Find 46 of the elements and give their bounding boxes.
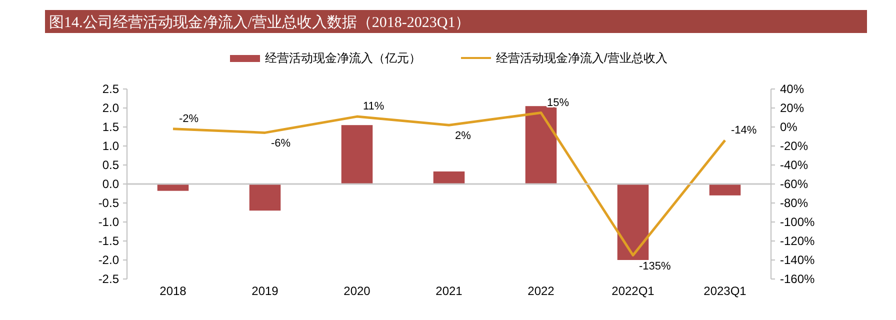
data-label: 11% [363, 100, 384, 113]
y2-tick-label: -60% [780, 177, 808, 191]
x-tick-label: 2018 [160, 284, 187, 298]
x-tick-label: 2021 [436, 284, 463, 298]
y-tick-label: -2.5 [98, 272, 120, 286]
y-tick-label: 2.0 [102, 101, 120, 115]
x-tick-label: 2023Q1 [704, 284, 747, 298]
y-tick-label: -2.0 [98, 253, 120, 267]
data-label: -6% [271, 138, 291, 150]
y-tick-label: 1.0 [102, 139, 120, 153]
bar [249, 184, 281, 211]
y2-tick-label: -160% [780, 272, 816, 286]
data-label: 2% [455, 130, 472, 142]
y-tick-label: -1.0 [98, 215, 120, 229]
y2-tick-label: -140% [780, 253, 816, 267]
y2-tick-label: -100% [780, 215, 816, 229]
bar [617, 184, 649, 260]
x-tick-label: 2022Q1 [612, 284, 655, 298]
y-tick-label: 1.5 [102, 120, 120, 134]
x-tick-label: 2022 [528, 284, 555, 298]
data-label: -14% [731, 124, 757, 136]
y-tick-label: 2.5 [102, 82, 120, 96]
y2-tick-label: 0% [780, 120, 798, 134]
y-tick-label: 0.5 [102, 158, 120, 172]
line-series [172, 112, 726, 256]
y-tick-label: -0.5 [98, 196, 120, 210]
data-label: -135% [639, 260, 672, 272]
chart-title: 图14.公司经营活动现金净流入/营业总收入数据（2018-2023Q1） [49, 14, 470, 31]
y-tick-label: 0.0 [102, 177, 120, 191]
y2-tick-label: 40% [780, 82, 804, 96]
x-tick-label: 2020 [344, 284, 371, 298]
bar [709, 184, 741, 196]
bar [433, 171, 465, 184]
x-tick-label: 2019 [252, 284, 279, 298]
bar [341, 125, 373, 184]
y2-tick-label: -40% [780, 158, 808, 172]
bar [525, 106, 557, 184]
y-tick-label: -1.5 [98, 234, 120, 248]
y2-tick-label: 20% [780, 101, 804, 115]
y2-tick-label: -120% [780, 234, 816, 248]
y2-tick-label: -20% [780, 139, 808, 153]
legend-label: 经营活动现金净流入/营业总收入 [496, 51, 668, 65]
y2-tick-label: -80% [780, 196, 808, 210]
legend-label: 经营活动现金净流入（亿元） [265, 51, 421, 65]
data-label: 15% [547, 96, 570, 109]
data-label: -2% [179, 112, 199, 125]
